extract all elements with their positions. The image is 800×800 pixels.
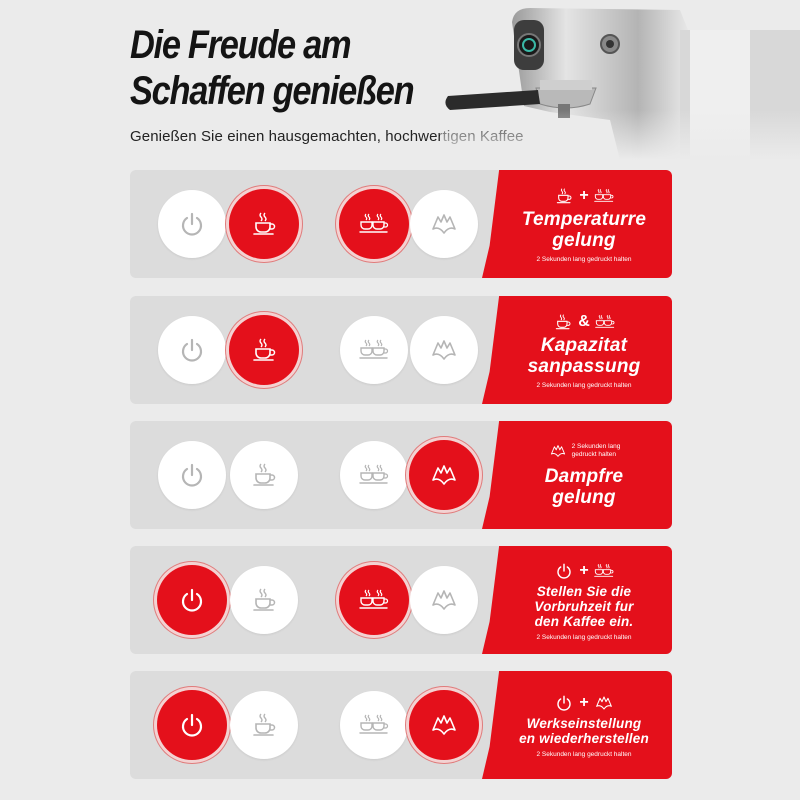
steam-icon [429, 710, 459, 740]
button-combo: & [552, 311, 616, 333]
espresso-machine-image [440, 8, 800, 160]
steam-icon [548, 442, 568, 460]
power-button[interactable] [158, 691, 226, 759]
single-cup-icon [553, 186, 575, 206]
double-cup-icon [359, 710, 389, 740]
single-cup-button[interactable] [230, 566, 298, 634]
settings-row-factory-reset: + Werkseinstellung en wiederherstellen 2… [130, 671, 672, 779]
double-cup-icon [359, 335, 389, 365]
single-cup-icon [552, 312, 574, 332]
double-cup-icon [593, 561, 615, 581]
double-cup-icon [593, 186, 615, 206]
page-subtitle: Genießen Sie einen hausgemachten, hochwe… [130, 128, 524, 145]
single-cup-icon [249, 335, 279, 365]
instruction-title-line: Dampfre [544, 466, 624, 487]
instruction-title-line: den Kaffee ein. [534, 613, 634, 629]
power-icon [177, 460, 207, 490]
steam-icon [429, 209, 459, 239]
double-cup-icon [594, 312, 616, 332]
single-cup-button[interactable] [230, 316, 298, 384]
instruction-title-line: Werkseinstellung [526, 716, 642, 731]
button-combo: + [553, 560, 614, 582]
power-button[interactable] [158, 316, 226, 384]
power-icon [177, 710, 207, 740]
instruction-title-line: gelung [552, 230, 616, 251]
page-title-line-2: Schaffen genießen [130, 69, 415, 113]
single-cup-icon [249, 460, 279, 490]
power-icon [177, 209, 207, 239]
button-combo: + [553, 692, 614, 714]
single-cup-button[interactable] [230, 441, 298, 509]
power-button[interactable] [158, 190, 226, 258]
page-title-line-1: Die Freude am [130, 23, 352, 67]
single-cup-button[interactable] [230, 190, 298, 258]
instruction-panel: + Temperaturre gelung 2 Sekunden lang ge… [482, 170, 672, 278]
power-icon [177, 335, 207, 365]
instruction-panel: + Stellen Sie die Vorbruhzeit fur den Ka… [482, 546, 672, 654]
instruction-title: Werkseinstellung en wiederherstellen [519, 716, 649, 746]
steam-button[interactable] [410, 441, 478, 509]
instruction-title: Temperaturre gelung [522, 209, 646, 251]
combo-operator: + [579, 694, 589, 711]
settings-row-temperature: + Temperaturre gelung 2 Sekunden lang ge… [130, 170, 672, 278]
instruction-note: 2 Sekunden lang gedruckt halten [536, 633, 632, 641]
instruction-title-line: sanpassung [527, 356, 641, 377]
double-cup-button[interactable] [340, 691, 408, 759]
steam-icon [593, 693, 615, 713]
settings-row-capacity: & Kapazitat sanpassung 2 Sekunden lang g… [130, 296, 672, 404]
instruction-title: Stellen Sie die Vorbruhzeit fur den Kaff… [534, 584, 633, 629]
instruction-note: 2 Sekunden lang gedruckt halten [536, 382, 632, 389]
single-cup-icon [249, 209, 279, 239]
instruction-title-line: gelung [552, 487, 616, 508]
double-cup-button[interactable] [340, 441, 408, 509]
single-cup-icon [249, 710, 279, 740]
power-button[interactable] [158, 566, 226, 634]
power-icon [553, 693, 575, 713]
steam-button[interactable] [410, 316, 478, 384]
combo-operator: + [579, 187, 589, 204]
combo-note: 2 Sekunden lang gedruckt halten [572, 443, 621, 459]
settings-row-preinfusion: + Stellen Sie die Vorbruhzeit fur den Ka… [130, 546, 672, 654]
single-cup-icon [249, 585, 279, 615]
power-icon [177, 585, 207, 615]
instruction-note: 2 Sekunden lang gedruckt halten [536, 751, 632, 758]
instruction-note: 2 Sekunden lang gedruckt halten [536, 256, 632, 263]
double-cup-button[interactable] [340, 190, 408, 258]
steam-icon [429, 335, 459, 365]
instruction-title-line: Vorbruhzeit fur [534, 598, 634, 614]
steam-button[interactable] [410, 190, 478, 258]
double-cup-button[interactable] [340, 566, 408, 634]
settings-row-steam: 2 Sekunden lang gedruckt halten Dampfre … [130, 421, 672, 529]
steam-icon [429, 585, 459, 615]
combo-note-line: gedruckt halten [571, 451, 617, 458]
instruction-title-line: Temperaturre [521, 209, 647, 230]
double-cup-icon [359, 460, 389, 490]
instruction-title-line: Kapazitat [540, 335, 628, 356]
combo-operator: & [578, 313, 590, 330]
double-cup-button[interactable] [340, 316, 408, 384]
instruction-panel: & Kapazitat sanpassung 2 Sekunden lang g… [482, 296, 672, 404]
combo-note-line: 2 Sekunden lang [571, 443, 621, 450]
power-button[interactable] [158, 441, 226, 509]
instruction-title: Dampfre gelung [545, 466, 623, 508]
button-combo: + [553, 185, 614, 207]
instruction-title-line: Stellen Sie die [536, 583, 632, 599]
instruction-panel: + Werkseinstellung en wiederherstellen 2… [482, 671, 672, 779]
combo-operator: + [579, 561, 589, 579]
single-cup-button[interactable] [230, 691, 298, 759]
double-cup-icon [359, 209, 389, 239]
steam-button[interactable] [410, 691, 478, 759]
instruction-title-line: en wiederherstellen [519, 731, 649, 746]
steam-button[interactable] [410, 566, 478, 634]
button-combo: 2 Sekunden lang gedruckt halten [548, 442, 621, 460]
steam-icon [429, 460, 459, 490]
page-title: Die Freude am Schaffen genießen [130, 22, 440, 114]
power-icon [553, 561, 575, 581]
instruction-panel: 2 Sekunden lang gedruckt halten Dampfre … [482, 421, 672, 529]
double-cup-icon [359, 585, 389, 615]
instruction-title: Kapazitat sanpassung [528, 335, 641, 377]
